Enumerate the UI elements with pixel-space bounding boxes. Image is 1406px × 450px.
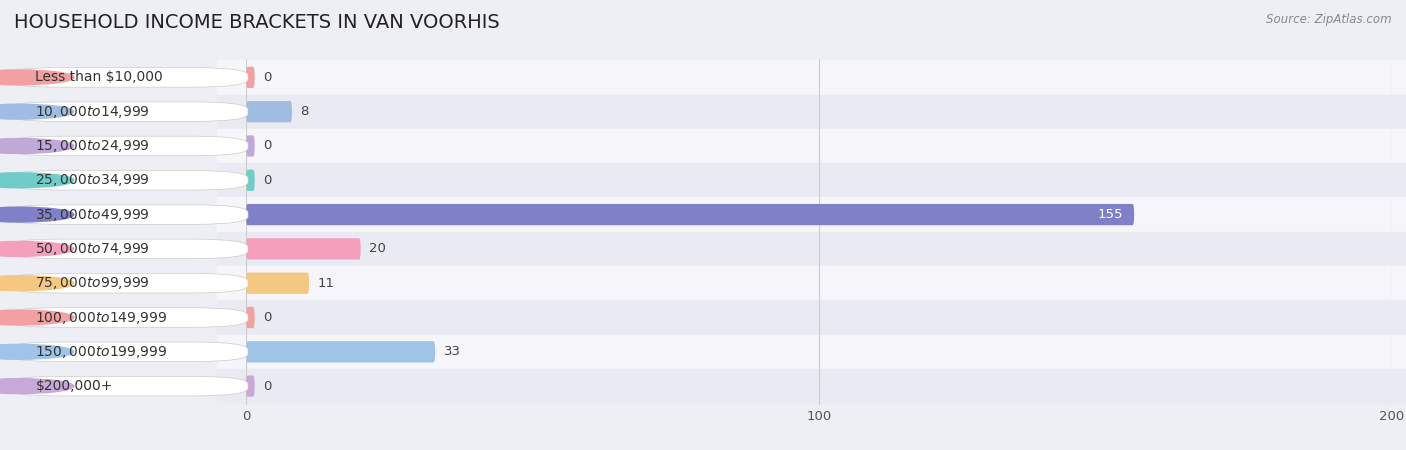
Text: 0: 0 [263, 380, 271, 393]
Text: 0: 0 [263, 71, 271, 84]
Circle shape [0, 310, 75, 325]
Circle shape [0, 70, 75, 85]
Circle shape [0, 379, 75, 394]
FancyBboxPatch shape [246, 307, 254, 328]
Text: $150,000 to $199,999: $150,000 to $199,999 [35, 344, 167, 360]
Bar [218, 266, 1406, 300]
FancyBboxPatch shape [6, 102, 247, 122]
FancyBboxPatch shape [6, 342, 247, 362]
Circle shape [0, 173, 75, 188]
FancyBboxPatch shape [246, 101, 292, 122]
Text: $75,000 to $99,999: $75,000 to $99,999 [35, 275, 150, 291]
Text: $200,000+: $200,000+ [35, 379, 112, 393]
Circle shape [0, 139, 75, 153]
Circle shape [0, 344, 75, 359]
Text: 33: 33 [444, 345, 461, 358]
Text: $15,000 to $24,999: $15,000 to $24,999 [35, 138, 150, 154]
Text: 11: 11 [318, 277, 335, 290]
Text: $50,000 to $74,999: $50,000 to $74,999 [35, 241, 150, 257]
Bar [218, 163, 1406, 198]
Text: HOUSEHOLD INCOME BRACKETS IN VAN VOORHIS: HOUSEHOLD INCOME BRACKETS IN VAN VOORHIS [14, 14, 499, 32]
FancyBboxPatch shape [6, 171, 247, 190]
Bar [218, 335, 1406, 369]
Circle shape [0, 104, 75, 119]
FancyBboxPatch shape [6, 308, 247, 327]
Bar [218, 60, 1406, 94]
FancyBboxPatch shape [246, 67, 254, 88]
FancyBboxPatch shape [246, 273, 309, 294]
Bar [218, 94, 1406, 129]
Text: 0: 0 [263, 174, 271, 187]
FancyBboxPatch shape [246, 341, 434, 362]
Bar [218, 129, 1406, 163]
FancyBboxPatch shape [6, 68, 247, 87]
Text: 20: 20 [370, 243, 387, 256]
FancyBboxPatch shape [246, 135, 254, 157]
Bar [218, 369, 1406, 403]
Text: 8: 8 [301, 105, 309, 118]
FancyBboxPatch shape [6, 136, 247, 156]
Bar [218, 198, 1406, 232]
FancyBboxPatch shape [6, 376, 247, 396]
Text: Source: ZipAtlas.com: Source: ZipAtlas.com [1267, 14, 1392, 27]
Circle shape [0, 276, 75, 291]
FancyBboxPatch shape [6, 205, 247, 225]
Bar [218, 232, 1406, 266]
FancyBboxPatch shape [246, 375, 254, 397]
Text: $35,000 to $49,999: $35,000 to $49,999 [35, 207, 150, 223]
FancyBboxPatch shape [6, 274, 247, 293]
Text: Less than $10,000: Less than $10,000 [35, 70, 163, 84]
Text: $10,000 to $14,999: $10,000 to $14,999 [35, 104, 150, 120]
FancyBboxPatch shape [246, 204, 1135, 225]
Bar [218, 300, 1406, 335]
Text: 0: 0 [263, 311, 271, 324]
FancyBboxPatch shape [246, 170, 254, 191]
FancyBboxPatch shape [246, 238, 360, 260]
Circle shape [0, 242, 75, 256]
Text: $100,000 to $149,999: $100,000 to $149,999 [35, 310, 167, 325]
Text: 0: 0 [263, 140, 271, 153]
Circle shape [0, 207, 75, 222]
FancyBboxPatch shape [6, 239, 247, 259]
Text: 155: 155 [1097, 208, 1122, 221]
Text: $25,000 to $34,999: $25,000 to $34,999 [35, 172, 150, 188]
